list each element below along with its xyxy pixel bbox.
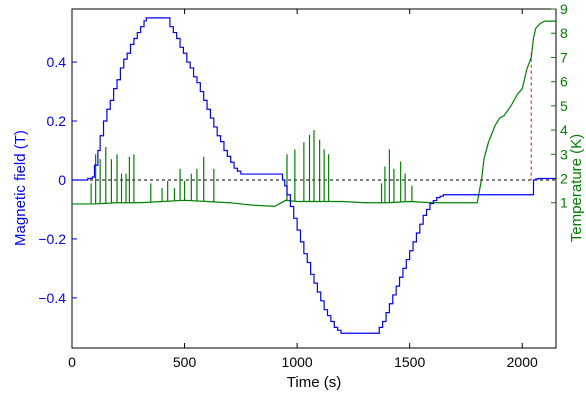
x-tick-label: 0 bbox=[68, 354, 76, 370]
x-tick-label: 1000 bbox=[282, 354, 313, 370]
left-y-tick-label: 0 bbox=[58, 172, 66, 188]
right-y-axis-ticks: 1 2 3 4 5 6 7 8 9 bbox=[551, 1, 568, 211]
right-y-tick-label: 7 bbox=[560, 49, 568, 65]
x-axis-ticks: 0 500 1000 1500 2000 bbox=[68, 9, 538, 370]
right-y-axis-label: Temperature (K) bbox=[568, 134, 585, 242]
right-y-tick-label: 5 bbox=[560, 98, 568, 114]
right-y-tick-label: 8 bbox=[560, 25, 568, 41]
left-y-tick-label: −0.2 bbox=[38, 231, 66, 247]
x-tick-label: 1500 bbox=[394, 354, 425, 370]
left-y-tick-label: 0.2 bbox=[47, 113, 67, 129]
temperature-series-group bbox=[72, 20, 556, 207]
right-y-tick-label: 3 bbox=[560, 146, 568, 162]
right-y-tick-label: 6 bbox=[560, 74, 568, 90]
left-y-tick-label: 0.4 bbox=[47, 54, 67, 70]
x-tick-label: 500 bbox=[173, 354, 197, 370]
right-y-tick-label: 1 bbox=[560, 195, 568, 211]
field-line bbox=[72, 17, 556, 334]
right-y-tick-label: 2 bbox=[560, 171, 568, 187]
left-y-axis-label: Magnetic field (T) bbox=[12, 130, 29, 246]
x-tick-label: 2000 bbox=[507, 354, 538, 370]
left-y-tick-label: −0.4 bbox=[38, 290, 66, 306]
temperature-baseline-line bbox=[72, 20, 556, 207]
x-axis-label: Time (s) bbox=[287, 374, 341, 391]
left-y-axis-ticks: −0.4 −0.2 0 0.2 0.4 bbox=[38, 54, 77, 306]
right-y-tick-label: 9 bbox=[560, 1, 568, 17]
right-y-tick-label: 4 bbox=[560, 122, 568, 138]
field-series-group bbox=[72, 17, 556, 334]
